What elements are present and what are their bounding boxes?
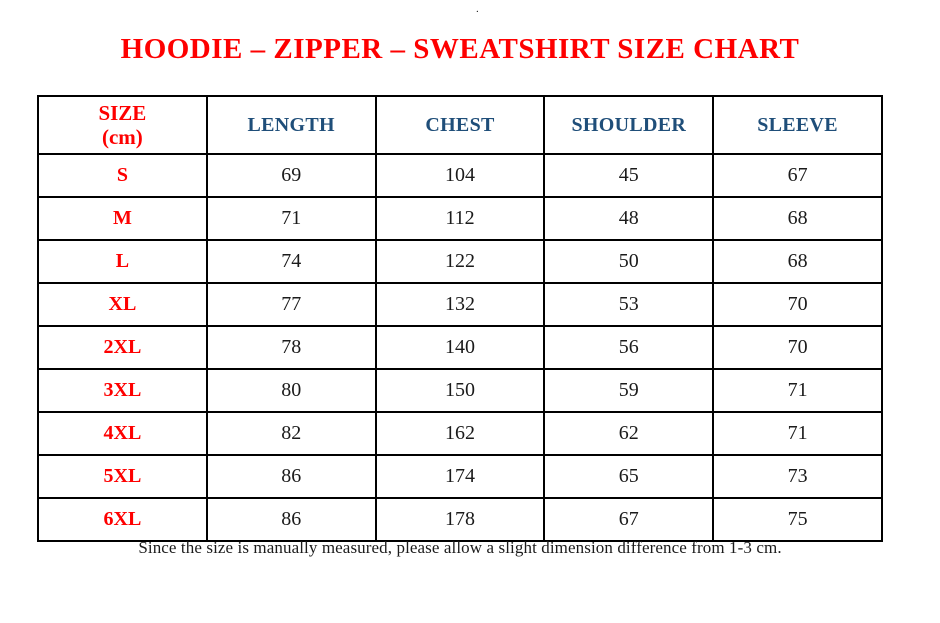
shoulder-value: 67 [543,497,715,542]
shoulder-value: 56 [543,325,715,370]
size-header-line1: SIZE [98,100,147,125]
length-value: 78 [205,325,377,370]
length-value: 71 [205,196,377,241]
sleeve-value: 71 [712,368,883,413]
sleeve-value: 70 [712,325,883,370]
shoulder-value: 50 [543,239,715,284]
sleeve-value: 73 [712,454,883,499]
chest-value: 112 [374,196,546,241]
chest-value: 162 [374,411,546,456]
shoulder-value: 59 [543,368,715,413]
length-value: 69 [205,153,377,198]
size-label: 6XL [37,497,208,542]
size-label: M [37,196,208,241]
shoulder-value: 53 [543,282,715,327]
table-row-s: S 69 104 45 67 [37,153,883,198]
document-content: HOODIE – ZIPPER – SWEATSHIRT SIZE CHART … [37,0,883,623]
length-value: 80 [205,368,377,413]
length-value: 74 [205,239,377,284]
chest-value: 132 [374,282,546,327]
shoulder-value: 65 [543,454,715,499]
length-value: 86 [205,497,377,542]
sleeve-value: 67 [712,153,883,198]
size-label: 3XL [37,368,208,413]
sleeve-value: 70 [712,282,883,327]
table-row-5xl: 5XL 86 174 65 73 [37,454,883,499]
sleeve-value: 75 [712,497,883,542]
chest-value: 104 [374,153,546,198]
size-label: 5XL [37,454,208,499]
sleeve-value: 68 [712,239,883,284]
chest-value: 178 [374,497,546,542]
page-artifact-dot: . [476,3,479,15]
size-label: S [37,153,208,198]
table-row-6xl: 6XL 86 178 67 75 [37,497,883,542]
table-row-3xl: 3XL 80 150 59 71 [37,368,883,413]
chest-value: 140 [374,325,546,370]
shoulder-value: 45 [543,153,715,198]
sleeve-value: 68 [712,196,883,241]
length-value: 86 [205,454,377,499]
chest-value: 150 [374,368,546,413]
length-value: 82 [205,411,377,456]
size-label: L [37,239,208,284]
table-row-2xl: 2XL 78 140 56 70 [37,325,883,370]
column-header-length: LENGTH [205,95,377,155]
chest-value: 122 [374,239,546,284]
page-title: HOODIE – ZIPPER – SWEATSHIRT SIZE CHART [120,33,800,65]
table-row-l: L 74 122 50 68 [37,239,883,284]
size-label: XL [37,282,208,327]
size-chart-table: SIZE (cm) LENGTH CHEST SHOULDER SLEEVE S… [37,95,883,542]
length-value: 77 [205,282,377,327]
table-row-4xl: 4XL 82 162 62 71 [37,411,883,456]
size-header-line2: (cm) [101,125,143,149]
shoulder-value: 48 [543,196,715,241]
size-label: 4XL [37,411,208,456]
table-header-row: SIZE (cm) LENGTH CHEST SHOULDER SLEEVE [37,95,883,155]
sleeve-value: 71 [712,411,883,456]
table-row-m: M 71 112 48 68 [37,196,883,241]
shoulder-value: 62 [543,411,715,456]
measurement-disclaimer: Since the size is manually measured, ple… [138,538,782,557]
column-header-sleeve: SLEEVE [712,95,883,155]
chest-value: 174 [374,454,546,499]
column-header-chest: CHEST [374,95,546,155]
column-header-size: SIZE (cm) [37,95,208,155]
table-row-xl: XL 77 132 53 70 [37,282,883,327]
column-header-shoulder: SHOULDER [543,95,715,155]
size-label: 2XL [37,325,208,370]
